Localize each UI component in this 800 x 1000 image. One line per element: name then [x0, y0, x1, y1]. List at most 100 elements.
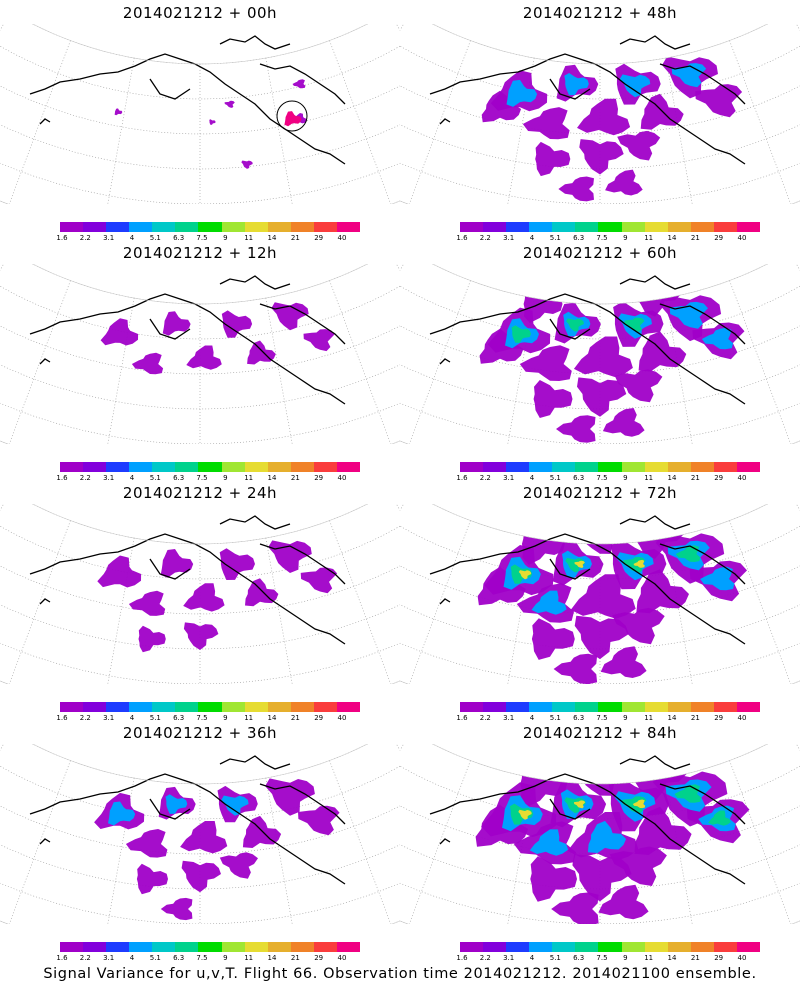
colorbar-cell — [598, 702, 622, 712]
colorbar-cell — [644, 702, 668, 712]
variance-map — [400, 24, 800, 204]
coastline — [29, 35, 346, 165]
colorbar-tick-label: 1.6 — [56, 234, 68, 242]
colorbar-tick-label: 21 — [690, 474, 700, 482]
colorbar-tick-label: 29 — [714, 474, 724, 482]
colorbar-cell — [152, 702, 176, 712]
colorbar-cell — [667, 222, 691, 232]
colorbar-ticks: 1.6 2.2 3.1 4 5.1 6.3 7.5 9 11 14 21 29 40 — [456, 954, 760, 964]
colorbar-tick-label: 3.1 — [103, 234, 115, 242]
colorbar-cell — [460, 462, 484, 472]
colorbar-tick-label: 3.1 — [103, 954, 115, 962]
colorbar-cell — [736, 942, 761, 952]
variance-field — [479, 276, 745, 443]
colorbar-tick-label: 7.5 — [596, 714, 608, 722]
colorbar-tick-label: 2.2 — [479, 954, 491, 962]
colorbar-tick-label: 7.5 — [196, 234, 208, 242]
map-panel: 2014021212 + 48h 1.6 2.2 3.1 4 5.1 6.3 7.5 9 11 14… — [400, 0, 800, 245]
colorbar-tick-label: 21 — [290, 714, 300, 722]
colorbar-cell — [644, 942, 668, 952]
variance-map — [400, 264, 800, 444]
colorbar-cell — [267, 702, 291, 712]
colorbar-tick-label: 21 — [690, 234, 700, 242]
colorbar-cell — [267, 942, 291, 952]
colorbar-tick-label: 1.6 — [56, 714, 68, 722]
colorbar-tick-label: 7.5 — [596, 954, 608, 962]
colorbar-tick-label: 40 — [737, 234, 747, 242]
colorbar-tick-label: 7.5 — [196, 474, 208, 482]
colorbar-tick-label: 11 — [244, 954, 254, 962]
colorbar-cell — [313, 222, 337, 232]
colorbar-tick-label: 29 — [714, 234, 724, 242]
colorbar-cell — [83, 462, 107, 472]
colorbar-tick-label: 1.6 — [456, 234, 468, 242]
graticule — [0, 24, 400, 204]
colorbar-tick-label: 11 — [644, 954, 654, 962]
map-panel: 2014021212 + 84h 1.6 2.2 3.1 4 5.1 6.3 7.5 9 11 14… — [400, 720, 800, 965]
colorbar-cell — [575, 462, 599, 472]
colorbar-tick-label: 7.5 — [596, 474, 608, 482]
colorbar-tick-label: 40 — [337, 474, 347, 482]
colorbar-cell — [575, 222, 599, 232]
colorbar-cell — [129, 702, 153, 712]
colorbar-cell — [60, 222, 84, 232]
colorbar-tick-label: 1.6 — [456, 954, 468, 962]
colorbar-tick-label: 14 — [667, 234, 677, 242]
panel-title: 2014021212 + 60h — [522, 244, 678, 262]
colorbar-cell — [129, 222, 153, 232]
panel-title: 2014021212 + 00h — [122, 4, 278, 22]
colorbar-tick-label: 5.1 — [549, 714, 561, 722]
colorbar-tick-label: 11 — [244, 474, 254, 482]
colorbar-tick-label: 9 — [223, 474, 228, 482]
colorbar-cell — [506, 942, 530, 952]
colorbar-cell — [713, 942, 737, 952]
colorbar-cell — [529, 462, 553, 472]
colorbar-cell — [267, 462, 291, 472]
colorbar-cell — [552, 942, 576, 952]
colorbar-cell — [529, 702, 553, 712]
colorbar-cell — [483, 942, 507, 952]
variance-field — [114, 79, 308, 169]
colorbar-cell — [736, 702, 761, 712]
colorbar-ticks: 1.6 2.2 3.1 4 5.1 6.3 7.5 9 11 14 21 29 40 — [56, 714, 360, 724]
colorbar-cell — [106, 942, 130, 952]
colorbar-tick-label: 4 — [529, 234, 535, 242]
colorbar-ticks: 1.6 2.2 3.1 4 5.1 6.3 7.5 9 11 14 21 29 40 — [456, 234, 760, 244]
colorbar-tick-label: 14 — [667, 474, 677, 482]
variance-map — [0, 744, 400, 924]
colorbar-tick-label: 14 — [267, 714, 277, 722]
colorbar-tick-label: 1.6 — [56, 474, 68, 482]
colorbar — [60, 222, 361, 232]
colorbar-cell — [313, 462, 337, 472]
colorbar-cell — [690, 222, 714, 232]
colorbar-tick-label: 1.6 — [456, 474, 468, 482]
colorbar-ticks: 1.6 2.2 3.1 4 5.1 6.3 7.5 9 11 14 21 29 40 — [56, 954, 360, 964]
panel-title: 2014021212 + 12h — [122, 244, 278, 262]
colorbar-cell — [60, 942, 84, 952]
colorbar-cell — [129, 942, 153, 952]
colorbar-cell — [667, 702, 691, 712]
colorbar-cell — [221, 702, 245, 712]
colorbar-tick-label: 3.1 — [103, 474, 115, 482]
colorbar-tick-label: 14 — [667, 954, 677, 962]
colorbar-cell — [575, 942, 599, 952]
colorbar-tick-label: 9 — [623, 234, 628, 242]
colorbar-cell — [713, 462, 737, 472]
colorbar-cell — [83, 222, 107, 232]
colorbar-cell — [621, 222, 645, 232]
colorbar — [460, 462, 761, 472]
colorbar-ticks: 1.6 2.2 3.1 4 5.1 6.3 7.5 9 11 14 21 29 40 — [56, 234, 360, 244]
variance-field — [477, 514, 747, 684]
colorbar-tick-label: 5.1 — [549, 234, 561, 242]
colorbar-tick-label: 9 — [623, 474, 628, 482]
colorbar-cell — [175, 702, 199, 712]
colorbar-cell — [483, 222, 507, 232]
colorbar-cell — [713, 222, 737, 232]
colorbar-tick-label: 3.1 — [503, 474, 515, 482]
panel-title: 2014021212 + 36h — [122, 724, 278, 742]
colorbar-cell — [83, 702, 107, 712]
colorbar-cell — [336, 942, 361, 952]
colorbar-cell — [575, 702, 599, 712]
variance-field — [97, 540, 338, 653]
colorbar-cell — [667, 462, 691, 472]
